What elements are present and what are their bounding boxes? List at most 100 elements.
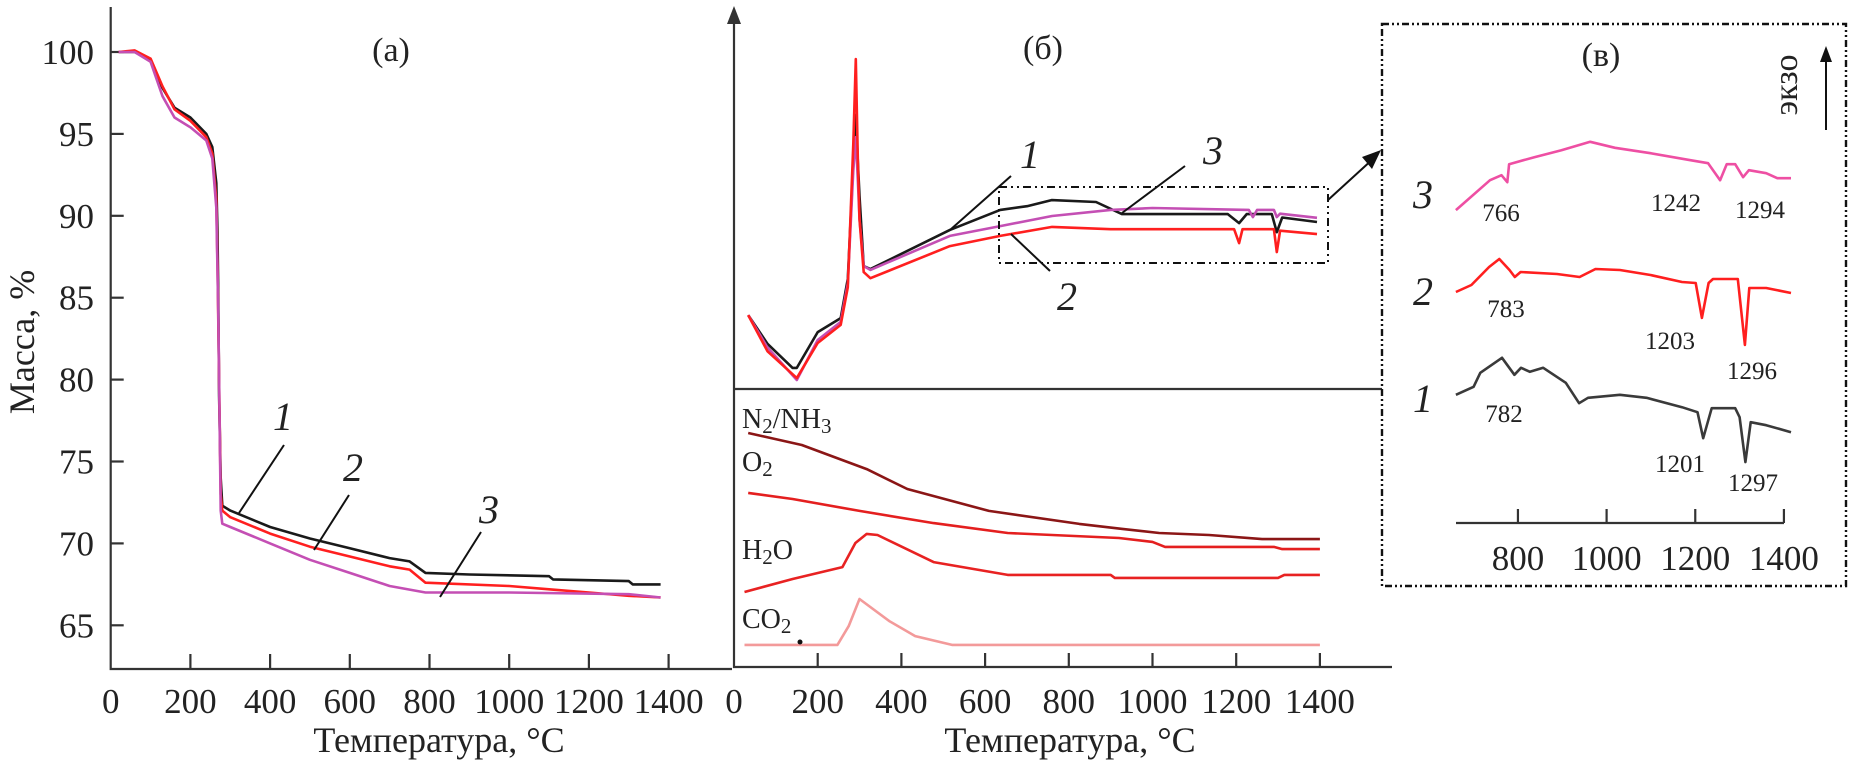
subscript: 2 bbox=[762, 457, 773, 481]
panel-a-label: (а) bbox=[372, 32, 410, 69]
x-tick-label: 1400 bbox=[1749, 539, 1819, 578]
y-tick-label: 85 bbox=[59, 279, 94, 318]
x-tick-label: 600 bbox=[959, 682, 1012, 721]
gas-label: CO2 bbox=[742, 604, 791, 638]
dta-curve-3 bbox=[747, 135, 1318, 382]
panel-b-ticks: 0 200 400 600 800 1000 1200 1400 bbox=[725, 653, 1355, 721]
peak-label: 766 bbox=[1482, 200, 1520, 227]
subscript: 2 bbox=[762, 545, 773, 569]
ms-curve bbox=[748, 491, 1320, 551]
subscript: 2 bbox=[781, 614, 792, 638]
y-tick-label: 75 bbox=[59, 443, 94, 482]
co2-marker bbox=[797, 639, 803, 645]
peak-label: 1296 bbox=[1727, 358, 1777, 385]
spectrum-number-label: 1 bbox=[1413, 376, 1433, 421]
x-tick-label: 800 bbox=[1492, 539, 1545, 578]
panel-b-axes bbox=[732, 14, 1392, 669]
gas-text: /NH bbox=[773, 404, 821, 435]
x-tick-label: 0 bbox=[725, 682, 743, 721]
x-tick-label: 800 bbox=[403, 682, 456, 721]
subscript: 2 bbox=[762, 414, 773, 438]
spectrum-curve-3 bbox=[1455, 140, 1791, 212]
x-tick-label: 1000 bbox=[474, 682, 544, 721]
y-tick-label: 90 bbox=[59, 197, 94, 236]
x-tick-label: 200 bbox=[791, 682, 844, 721]
gas-label: N2/NH3 bbox=[742, 404, 831, 438]
gas-text: H bbox=[742, 535, 762, 566]
panel-a-x-axis-label: Температура, °C bbox=[313, 720, 564, 760]
gas-text: O bbox=[773, 535, 793, 566]
panel-b-curves bbox=[744, 57, 1320, 647]
zoom-region-box bbox=[998, 186, 1329, 264]
peak-label: 1242 bbox=[1651, 190, 1701, 217]
peak-label: 1294 bbox=[1735, 197, 1786, 224]
b-curve-1-label: 1 bbox=[1020, 132, 1040, 177]
curve-1-label: 1 bbox=[273, 394, 293, 439]
panel-b-y-arrow-icon bbox=[727, 6, 741, 24]
y-tick-label: 80 bbox=[59, 361, 94, 400]
gas-text: O bbox=[742, 447, 762, 478]
panel-b-x-axis-label: Температура, °C bbox=[944, 720, 1195, 760]
spectrum-curve-2 bbox=[1455, 257, 1792, 347]
x-tick-label: 1200 bbox=[1201, 682, 1271, 721]
gas-label: H2O bbox=[742, 535, 793, 569]
x-tick-label: 1400 bbox=[634, 682, 704, 721]
b-curve-1-leader bbox=[949, 175, 1012, 231]
curve-2-label: 2 bbox=[343, 445, 363, 490]
mass-curve-2 bbox=[118, 49, 661, 599]
dta-curve-2 bbox=[747, 57, 1318, 380]
y-tick-label: 95 bbox=[59, 115, 94, 154]
x-tick-label: 0 bbox=[102, 682, 120, 721]
panel-a-y-axis-label: Масса, % bbox=[2, 270, 42, 414]
x-tick-label: 1000 bbox=[1118, 682, 1188, 721]
x-tick-label: 1200 bbox=[554, 682, 624, 721]
gas-text: CO bbox=[742, 604, 781, 635]
x-tick-label: 400 bbox=[244, 682, 297, 721]
peak-label: 1297 bbox=[1728, 470, 1778, 497]
y-tick-label: 65 bbox=[59, 606, 94, 645]
zoom-arrow bbox=[1327, 157, 1375, 201]
panel-c-label: (в) bbox=[1582, 37, 1621, 74]
panel-a-curves bbox=[118, 49, 661, 599]
peak-label: 783 bbox=[1487, 296, 1525, 323]
curve-2-leader bbox=[313, 494, 350, 551]
gas-label: O2 bbox=[742, 447, 773, 481]
panel-c-ticks: 800 1000 1200 1400 bbox=[1492, 509, 1819, 578]
panel-b: 0 200 400 600 800 1000 1200 1400 N2/NH3O2H2OCO2… bbox=[725, 6, 1392, 760]
mass-curve-3 bbox=[118, 50, 661, 599]
x-tick-label: 400 bbox=[875, 682, 928, 721]
peak-label: 782 bbox=[1485, 401, 1523, 428]
exo-arrow-head-icon bbox=[1820, 46, 1832, 62]
y-tick-label: 100 bbox=[42, 33, 95, 72]
spectrum-curve-1 bbox=[1455, 356, 1792, 464]
x-tick-label: 1400 bbox=[1285, 682, 1355, 721]
gas-text: N bbox=[742, 404, 762, 435]
panel-c-frame bbox=[1380, 22, 1848, 588]
spectrum-number-label: 2 bbox=[1413, 269, 1433, 314]
b-curve-3-leader bbox=[1121, 165, 1186, 214]
zoom-arrow-head-icon bbox=[1362, 150, 1381, 169]
x-tick-label: 800 bbox=[1043, 682, 1096, 721]
y-tick-label: 70 bbox=[59, 524, 94, 563]
b-curve-2-label: 2 bbox=[1057, 274, 1077, 319]
curve-3-label: 3 bbox=[478, 487, 499, 532]
spectrum-number-label: 3 bbox=[1412, 172, 1433, 217]
peak-label: 1203 bbox=[1645, 328, 1695, 355]
b-curve-3-label: 3 bbox=[1202, 128, 1223, 173]
ms-curve bbox=[747, 431, 1320, 541]
x-tick-label: 1000 bbox=[1572, 539, 1642, 578]
peak-label: 1201 bbox=[1655, 451, 1705, 478]
panel-c-curves bbox=[1455, 140, 1792, 464]
exo-direction-label: экзо bbox=[1768, 55, 1805, 116]
ms-curve bbox=[744, 597, 1320, 647]
x-tick-label: 600 bbox=[324, 682, 377, 721]
panel-c: 800 1000 1200 1400 (в) экзо 3 766 1242 1294 2 78… bbox=[1380, 22, 1848, 588]
dta-curve-1 bbox=[747, 113, 1318, 370]
curve-1-leader bbox=[238, 444, 285, 514]
panel-b-label: (б) bbox=[1023, 30, 1063, 67]
x-tick-label: 200 bbox=[164, 682, 217, 721]
